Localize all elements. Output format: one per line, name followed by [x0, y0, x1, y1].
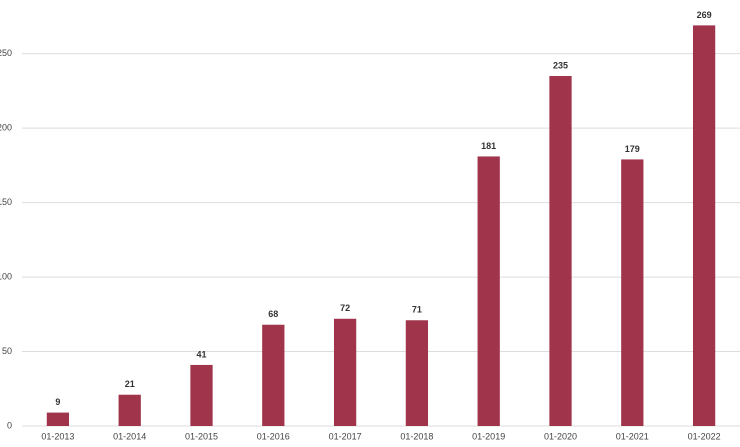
bar	[118, 394, 141, 426]
x-tick-label: 01-2013	[41, 431, 74, 441]
y-tick-label: 0	[7, 420, 12, 430]
bar	[405, 320, 429, 426]
bar	[477, 156, 500, 427]
bar	[190, 364, 213, 426]
value-label: 181	[481, 141, 496, 151]
y-tick-label: 200	[0, 123, 12, 133]
value-label: 68	[268, 309, 278, 319]
x-tick-label: 01-2016	[257, 431, 290, 441]
bar	[621, 159, 644, 427]
x-tick-label: 01-2021	[616, 431, 649, 441]
value-label: 9	[55, 397, 60, 407]
value-label: 72	[340, 303, 350, 313]
x-tick-label: 01-2014	[113, 431, 146, 441]
y-tick-label: 150	[0, 197, 12, 207]
y-tick-label: 100	[0, 271, 12, 281]
bar	[262, 324, 285, 426]
value-label: 71	[412, 305, 422, 315]
bar	[692, 25, 716, 427]
x-tick-label: 01-2018	[400, 431, 433, 441]
x-tick-label: 01-2015	[185, 431, 218, 441]
x-tick-label: 01-2019	[472, 431, 505, 441]
value-label: 235	[553, 60, 568, 70]
bar	[46, 412, 70, 426]
x-tick-label: 01-2017	[329, 431, 362, 441]
value-label: 21	[125, 379, 135, 389]
x-tick-label: 01-2020	[544, 431, 577, 441]
y-tick-label: 50	[2, 346, 12, 356]
bar	[333, 318, 357, 426]
x-tick-label: 01-2022	[688, 431, 721, 441]
value-label: 41	[196, 349, 206, 359]
bar	[549, 76, 572, 427]
value-label: 269	[697, 10, 712, 20]
y-tick-label: 250	[0, 48, 12, 58]
value-label: 179	[625, 144, 640, 154]
